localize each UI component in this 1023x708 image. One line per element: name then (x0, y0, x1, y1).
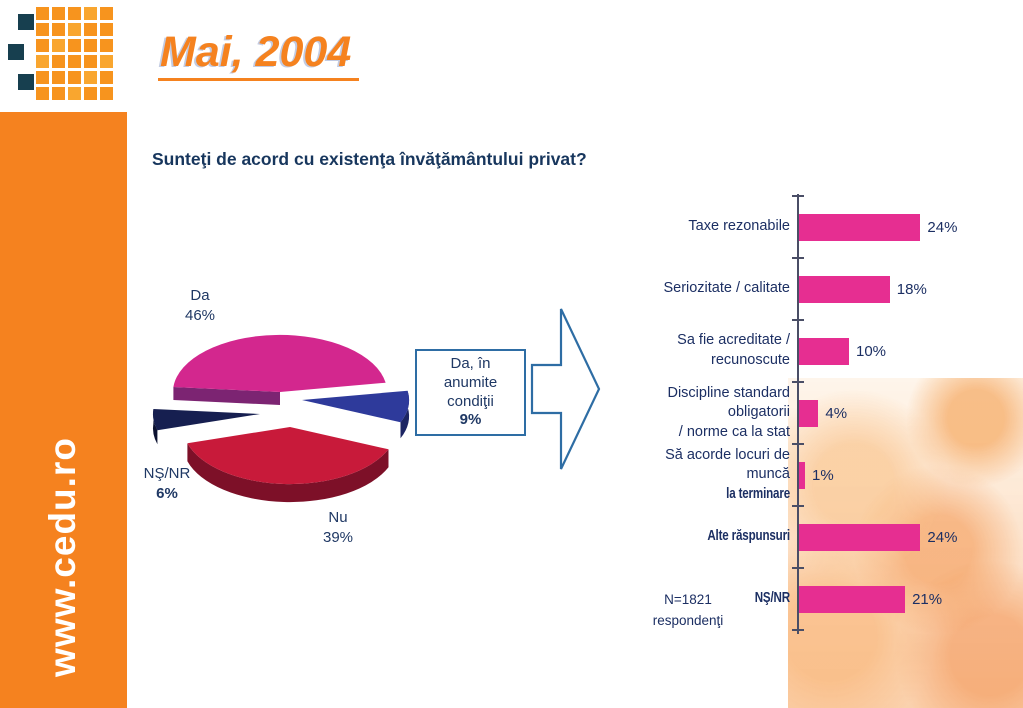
bar-value-label: 18% (896, 280, 927, 298)
bar-value-label: 1% (812, 466, 834, 484)
bar-value-label: 24% (927, 218, 958, 236)
bar-value-label: 21% (912, 590, 943, 608)
bar-row: Să acorde locuri de muncă la terminare 1% (640, 444, 1015, 506)
orange-sidebar (0, 0, 127, 708)
conditional-answer-box: Da, în anumite condiţii 9% (415, 349, 526, 436)
sidebar-url-text: www.cedu.ro (42, 437, 83, 677)
bar-category-label: Să acorde locuri de muncă la terminare (665, 446, 790, 502)
pie-slice-conditional-side (400, 390, 410, 439)
bar (798, 461, 805, 489)
pie-slice-nsnr-side (152, 409, 158, 445)
logo-dark-square (8, 44, 24, 60)
right-arrow (530, 308, 601, 470)
bar-category-label: Taxe rezonabile (688, 218, 790, 235)
sample-size-note: N=1821 respondenţi (652, 592, 724, 628)
bar-rows: Taxe rezonabile 24% Seriozitate / calitate… (640, 196, 1015, 630)
bar-category-label: Discipline standard obligatorii / norme c… (667, 384, 790, 440)
bar-row: Sa fie acreditate / recunoscute 10% (640, 320, 1015, 382)
bar (798, 585, 906, 613)
logo-dark-square (18, 74, 34, 90)
pie-label-nu: Nu 39% (322, 509, 354, 546)
pie-label-nsnr: NŞ/NR 6% (143, 465, 191, 502)
pie-slice-conditional (302, 390, 410, 423)
bar (798, 399, 819, 427)
bar-row: Alte răspunsuri 24% (640, 506, 1015, 568)
bar (798, 337, 849, 365)
bar (798, 275, 890, 303)
cedu-logo (0, 0, 128, 112)
pie-slice-nu-side (187, 443, 389, 503)
bar-chart: Taxe rezonabile 24% Seriozitate / calitate… (640, 194, 1015, 634)
bar-category-label: Alte răspunsuri (707, 528, 790, 545)
bar-value-label: 4% (825, 404, 848, 422)
bar-axis (792, 194, 804, 634)
pie-chart (152, 334, 410, 503)
bar-row: Seriozitate / calitate 18% (640, 258, 1015, 320)
bar-row: Taxe rezonabile 24% (640, 196, 1015, 258)
pie-slice-da-side (173, 387, 280, 405)
pie-label-da: Da 46% (184, 287, 216, 324)
bar-row: Discipline standard obligatorii / norme c… (640, 382, 1015, 444)
slide-title: Mai, 2004 (158, 28, 360, 81)
bar (798, 523, 921, 551)
bar-category-label: NŞ/NR (754, 590, 790, 607)
bar-value-label: 10% (856, 342, 887, 360)
bar (798, 213, 921, 241)
bar-category-label: Seriozitate / calitate (663, 280, 790, 297)
bar-category-label: Sa fie acreditate / recunoscute (677, 332, 790, 368)
bar-value-label: 24% (927, 528, 958, 546)
question-heading: Sunteţi de acord cu existenţa învăţământ… (152, 149, 587, 169)
cedu-logo-grid (36, 7, 113, 100)
pie-slice-nu (187, 427, 389, 485)
bar-row: NŞ/NR 21% (640, 568, 1015, 630)
pie-slice-da (173, 334, 386, 392)
pie-slice-nsnr (152, 409, 260, 431)
logo-dark-square (18, 14, 34, 30)
